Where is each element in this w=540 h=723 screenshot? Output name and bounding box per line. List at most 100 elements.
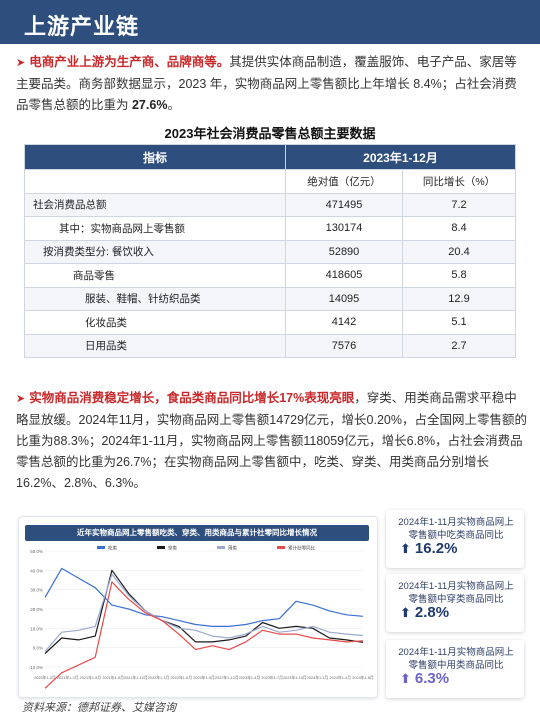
x-tick-label: 2022年1-3月 — [148, 675, 170, 680]
row-label: 服装、鞋帽、针纺织品类 — [24, 286, 286, 311]
series-line — [44, 569, 364, 654]
table-row: 按消费类型分: 餐饮收入 52890 20.4 — [24, 239, 516, 264]
y-tick-label: 50.0% — [30, 549, 43, 554]
table-header-indicator: 指标 — [24, 144, 286, 170]
header-bar: 上游产业链 — [0, 0, 540, 44]
x-tick-label: 2024年1-1月 — [307, 675, 329, 680]
paragraph-consumption: ➤ 实物商品消费稳定增长，食品类商品同比增长17%表现亮眼，穿类、用类商品需求平稳… — [16, 388, 528, 494]
row-growth: 5.8 — [402, 263, 516, 288]
row-growth: 5.1 — [402, 310, 516, 335]
row-growth: 12.9 — [402, 286, 516, 311]
stat-label: 2024年1-11月实物商品网上零售额中用类商品同比 — [398, 647, 514, 671]
table-header-empty — [24, 169, 286, 194]
table-header-period: 2023年1-12月 — [285, 144, 516, 170]
table-row: 社会消费品总额 471495 7.2 — [24, 192, 516, 217]
row-abs: 4142 — [285, 310, 403, 335]
row-abs: 418605 — [285, 263, 403, 288]
row-growth: 8.4 — [402, 216, 516, 241]
x-tick-label: 2024年1-8月 — [352, 675, 374, 680]
row-growth: 2.7 — [402, 333, 516, 358]
table-row: 商品零售 418605 5.8 — [24, 263, 516, 288]
table-row: 其中：实物商品网上零售额 130174 8.4 — [24, 216, 516, 241]
series-line — [44, 567, 364, 627]
table-title: 2023年社会消费品零售总额主要数据 — [164, 126, 376, 141]
line-chart-card: 近年实物商品网上零售额吃类、穿类、用类商品与累计社零同比增长情况 50.0% 40… — [18, 516, 378, 698]
legend-label: 吃类 — [108, 545, 117, 552]
x-tick-label: 2021年1-12月 — [124, 675, 148, 680]
arrow-up-icon: ⬆ — [400, 605, 411, 620]
stat-value-row: ⬆ 2.8% — [400, 604, 449, 621]
stat-label: 2024年1-11月实物商品网上零售额中吃类商品同比 — [398, 517, 514, 541]
row-growth: 20.4 — [402, 239, 516, 264]
y-tick-label: 0.0% — [33, 646, 43, 651]
x-tick-label: 2023年1-10月 — [283, 675, 307, 680]
arrow-up-icon: ⬆ — [400, 671, 411, 686]
table-row: 服装、鞋帽、针纺织品类 14095 12.9 — [24, 286, 516, 311]
stat-value: 16.2% — [414, 540, 458, 557]
stat-value: 2.8% — [414, 604, 450, 621]
stat-value-row: ⬆ 6.3% — [400, 670, 449, 687]
x-tick-label: 2021年1-9月 — [102, 675, 124, 680]
table-header-growth: 同比增长（%） — [402, 169, 516, 194]
paragraph-text: 其提供实体商品制造，覆盖服饰、电子产品、家居等主要品类。商务部数据显示，2023… — [16, 55, 517, 112]
paragraph-upstream: ➤ 电商产业上游为生产商、品牌商等。其提供实体商品制造，覆盖服饰、电子产品、家居等… — [16, 52, 528, 116]
row-abs: 52890 — [285, 239, 403, 264]
legend-swatch — [217, 546, 225, 549]
x-tick-label: 2021年1-5月 — [80, 675, 102, 680]
row-label: 日用品类 — [24, 333, 286, 358]
stat-label: 2024年1-11月实物商品网上零售额中穿类商品同比 — [398, 581, 514, 605]
table-row: 日用品类 7576 2.7 — [24, 333, 516, 358]
legend-swatch — [277, 546, 285, 549]
x-tick-label: 2024年1-4月 — [330, 675, 352, 680]
paragraph-end: 。 — [167, 98, 180, 112]
page-title: 上游产业链 — [24, 15, 140, 40]
y-tick-label: 40.0% — [30, 568, 43, 573]
x-tick-label: 2022年1-12月 — [215, 675, 239, 680]
row-label: 社会消费品总额 — [24, 192, 286, 217]
stat-card-daily: 2024年1-11月实物商品网上零售额中用类商品同比 ⬆ 6.3% — [386, 640, 524, 698]
chart-title: 近年实物商品网上零售额吃类、穿类、用类商品与累计社零同比增长情况 — [77, 528, 317, 537]
x-tick-label: 2021年1-2月 — [57, 675, 79, 680]
table-row: 化妆品类 4142 5.1 — [24, 310, 516, 335]
table-header-abs: 绝对值（亿元） — [285, 169, 403, 194]
chart-title-bar: 近年实物商品网上零售额吃类、穿类、用类商品与累计社零同比增长情况 — [25, 525, 369, 541]
x-tick-label: 2023年1-7月 — [261, 675, 283, 680]
row-label: 商品零售 — [24, 263, 286, 288]
x-tick-label: 2022年1-9月 — [193, 675, 215, 680]
row-label: 其中：实物商品网上零售额 — [24, 216, 286, 241]
arrow-up-icon: ⬆ — [400, 541, 411, 556]
paragraph-highlight: 电商产业上游为生产商、品牌商等。 — [29, 55, 230, 69]
bullet-arrow-icon: ➤ — [16, 393, 26, 405]
legend-label: 用类 — [228, 545, 237, 552]
row-label: 按消费类型分: 餐饮收入 — [24, 239, 286, 264]
stat-value-row: ⬆ 16.2% — [400, 540, 457, 557]
x-tick-label: 2020年1-2月 — [34, 675, 56, 680]
row-abs: 7576 — [285, 333, 403, 358]
y-tick-label: -10.0% — [29, 665, 43, 670]
legend-swatch — [157, 546, 165, 549]
paragraph-highlight: 实物商品消费稳定增长，食品类商品同比增长17%表现亮眼 — [29, 391, 355, 405]
legend-label: 累计社零同比 — [288, 545, 315, 552]
series-line — [44, 573, 364, 652]
row-growth: 7.2 — [402, 192, 516, 217]
row-abs: 471495 — [285, 192, 403, 217]
x-tick-label: 2022年1-6月 — [171, 675, 193, 680]
stat-card-apparel: 2024年1-11月实物商品网上零售额中穿类商品同比 ⬆ 2.8% — [386, 574, 524, 632]
y-tick-label: 10.0% — [30, 626, 43, 631]
paragraph-text: ，穿类、用类商品需求平稳中略显放缓。2024年11月，实物商品网上零售额1472… — [16, 391, 527, 490]
y-tick-label: 30.0% — [30, 588, 43, 593]
stat-value: 6.3% — [414, 670, 450, 687]
x-tick-label: 2023年1-4月 — [239, 675, 261, 680]
source-note: 资料来源：德邦证券、艾媒咨询 — [22, 701, 176, 714]
retail-data-table: 指标 2023年1-12月 绝对值（亿元） 同比增长（%） 社会消费品总额 47… — [24, 144, 516, 358]
legend-label: 穿类 — [168, 545, 177, 552]
bullet-arrow-icon: ➤ — [16, 57, 26, 69]
paragraph-bold-value: 27.6% — [131, 98, 168, 112]
stat-card-food: 2024年1-11月实物商品网上零售额中吃类商品同比 ⬆ 16.2% — [386, 510, 524, 568]
row-abs: 14095 — [285, 286, 403, 311]
y-tick-label: 20.0% — [30, 607, 43, 612]
line-chart: 50.0% 40.0% 30.0% 20.0% 10.0% 0.0% -10.0% 2020年… — [29, 545, 374, 689]
row-label: 化妆品类 — [24, 310, 286, 335]
row-abs: 130174 — [285, 216, 403, 241]
legend-swatch — [97, 546, 105, 549]
